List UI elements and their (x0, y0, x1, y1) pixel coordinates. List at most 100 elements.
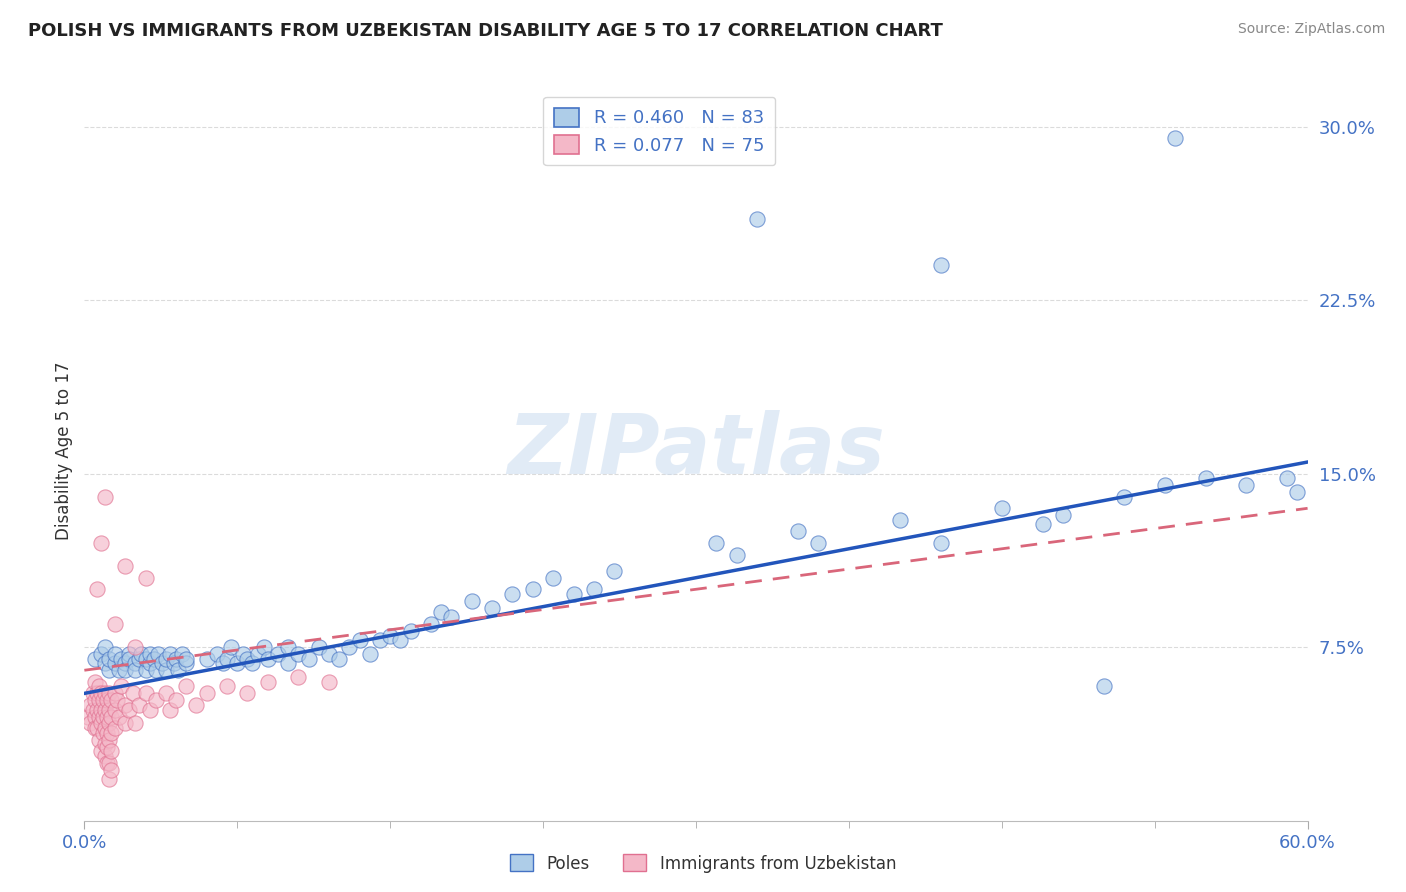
Point (138, 703, 160, 717)
Point (420, 617, 443, 632)
Point (104, 703, 127, 717)
Point (100, 763, 122, 777)
Point (298, 651, 321, 665)
Point (807, 536, 830, 550)
Point (1277, 471, 1299, 485)
Point (240, 657, 263, 671)
Point (380, 628, 402, 642)
Point (87, 709, 110, 723)
Point (108, 709, 131, 723)
Point (100, 693, 122, 707)
Point (83, 721, 105, 735)
Point (236, 686, 259, 700)
Point (155, 651, 177, 665)
Point (87, 680, 110, 694)
Point (90, 686, 112, 700)
Point (461, 594, 484, 608)
Point (97, 756, 120, 770)
Legend: R = 0.460   N = 83, R = 0.077   N = 75: R = 0.460 N = 83, R = 0.077 N = 75 (543, 96, 775, 165)
Point (86, 686, 108, 700)
Point (108, 663, 131, 677)
Point (522, 582, 544, 597)
Point (236, 651, 259, 665)
Point (399, 624, 422, 638)
Point (1164, 131, 1187, 145)
Point (128, 651, 150, 665)
Point (87, 693, 110, 707)
Point (82, 686, 104, 700)
Point (155, 686, 177, 700)
Point (135, 686, 157, 700)
Point (77, 709, 100, 723)
Point (195, 686, 218, 700)
Point (124, 716, 146, 731)
Point (93, 748, 115, 763)
Point (97, 716, 120, 731)
Point (217, 680, 239, 694)
Point (86, 582, 108, 597)
Point (368, 633, 391, 648)
Text: ZIPatlas: ZIPatlas (508, 410, 884, 491)
Point (195, 651, 218, 665)
Point (277, 640, 299, 654)
Point (145, 663, 167, 677)
Point (100, 709, 122, 723)
Point (138, 657, 160, 671)
Point (349, 633, 371, 648)
Point (110, 651, 132, 665)
Point (163, 657, 186, 671)
Point (93, 686, 115, 700)
Point (105, 693, 128, 707)
Point (118, 647, 141, 661)
Point (257, 674, 280, 689)
Point (165, 693, 187, 707)
Point (97, 651, 120, 665)
Point (124, 663, 146, 677)
Point (79, 698, 101, 712)
Point (104, 686, 127, 700)
Point (1052, 508, 1074, 523)
Point (257, 651, 280, 665)
Point (440, 610, 463, 624)
Point (104, 647, 127, 661)
Point (104, 657, 127, 671)
Point (339, 640, 361, 654)
Point (93, 640, 115, 654)
Point (79, 716, 101, 731)
Point (93, 721, 115, 735)
Point (253, 640, 276, 654)
Point (96, 709, 118, 723)
Point (929, 259, 952, 273)
Point (174, 651, 197, 665)
Point (146, 647, 169, 661)
Point (90, 716, 112, 731)
Point (114, 559, 136, 574)
Point (1195, 471, 1218, 485)
Point (583, 582, 606, 597)
Point (145, 693, 167, 707)
Point (481, 600, 503, 615)
Point (159, 703, 181, 717)
Point (118, 703, 141, 717)
Point (889, 513, 911, 527)
Point (277, 657, 299, 671)
Point (1032, 517, 1054, 532)
Point (97, 732, 120, 747)
Point (1092, 680, 1115, 694)
Point (359, 647, 381, 661)
Point (93, 657, 115, 671)
Point (246, 647, 269, 661)
Point (174, 680, 197, 694)
Point (93, 703, 115, 717)
Point (142, 651, 165, 665)
Point (1114, 490, 1136, 504)
Point (97, 703, 120, 717)
Point (135, 571, 157, 585)
Point (603, 564, 626, 578)
Point (114, 657, 136, 671)
Point (91, 725, 114, 739)
Point (929, 536, 952, 550)
Point (97, 663, 120, 677)
Point (226, 657, 249, 671)
Point (114, 663, 136, 677)
